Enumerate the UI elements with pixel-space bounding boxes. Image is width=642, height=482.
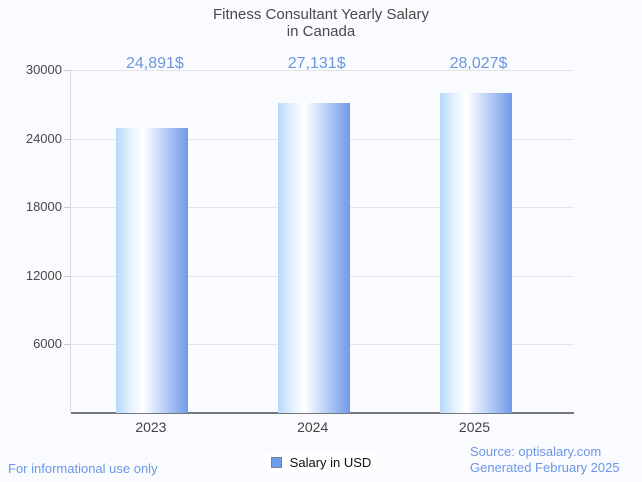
legend-entry: Salary in USD	[264, 453, 378, 472]
y-axis-label: 12000	[25, 267, 62, 283]
gridline	[71, 70, 574, 71]
footer-disclaimer: For informational use only	[8, 461, 158, 476]
y-axis-label: 18000	[25, 199, 62, 215]
y-axis-label: 24000	[25, 130, 62, 146]
y-axis-label: 30000	[25, 62, 62, 77]
y-axis-tick	[64, 275, 70, 277]
bar-2023	[115, 128, 188, 413]
x-axis-label: 2025	[458, 419, 491, 435]
y-axis-tick	[64, 138, 70, 140]
bar-value-label: 24,891$	[125, 55, 184, 72]
legend-label: Salary in USD	[289, 455, 372, 470]
legend: Salary in USD	[0, 453, 642, 472]
footer-source-block: Source: optisalary.com Generated Februar…	[470, 444, 620, 476]
chart-title-line1: Fitness Consultant Yearly Salary	[213, 6, 429, 23]
bar-2025	[439, 92, 512, 413]
y-axis-tick	[64, 207, 70, 209]
x-axis-label: 2024	[297, 419, 329, 435]
footer-generated: Generated February 2025	[470, 460, 620, 475]
y-axis-label: 6000	[33, 336, 62, 352]
chart-title: Fitness Consultant Yearly Salary in Cana…	[0, 6, 642, 40]
bar-value-label: 27,131$	[287, 55, 346, 72]
x-axis-label: 2023	[135, 419, 167, 435]
footer-source: Source: optisalary.com	[470, 444, 602, 459]
x-axis-line	[71, 412, 574, 414]
legend-swatch-icon	[270, 457, 282, 468]
plot-area	[64, 70, 574, 414]
y-axis-tick	[64, 70, 70, 71]
bar-value-label: 28,027$	[449, 55, 508, 72]
chart-title-line2: in Canada	[286, 23, 356, 40]
bar-2024	[277, 102, 350, 413]
y-axis-tick	[64, 344, 70, 346]
